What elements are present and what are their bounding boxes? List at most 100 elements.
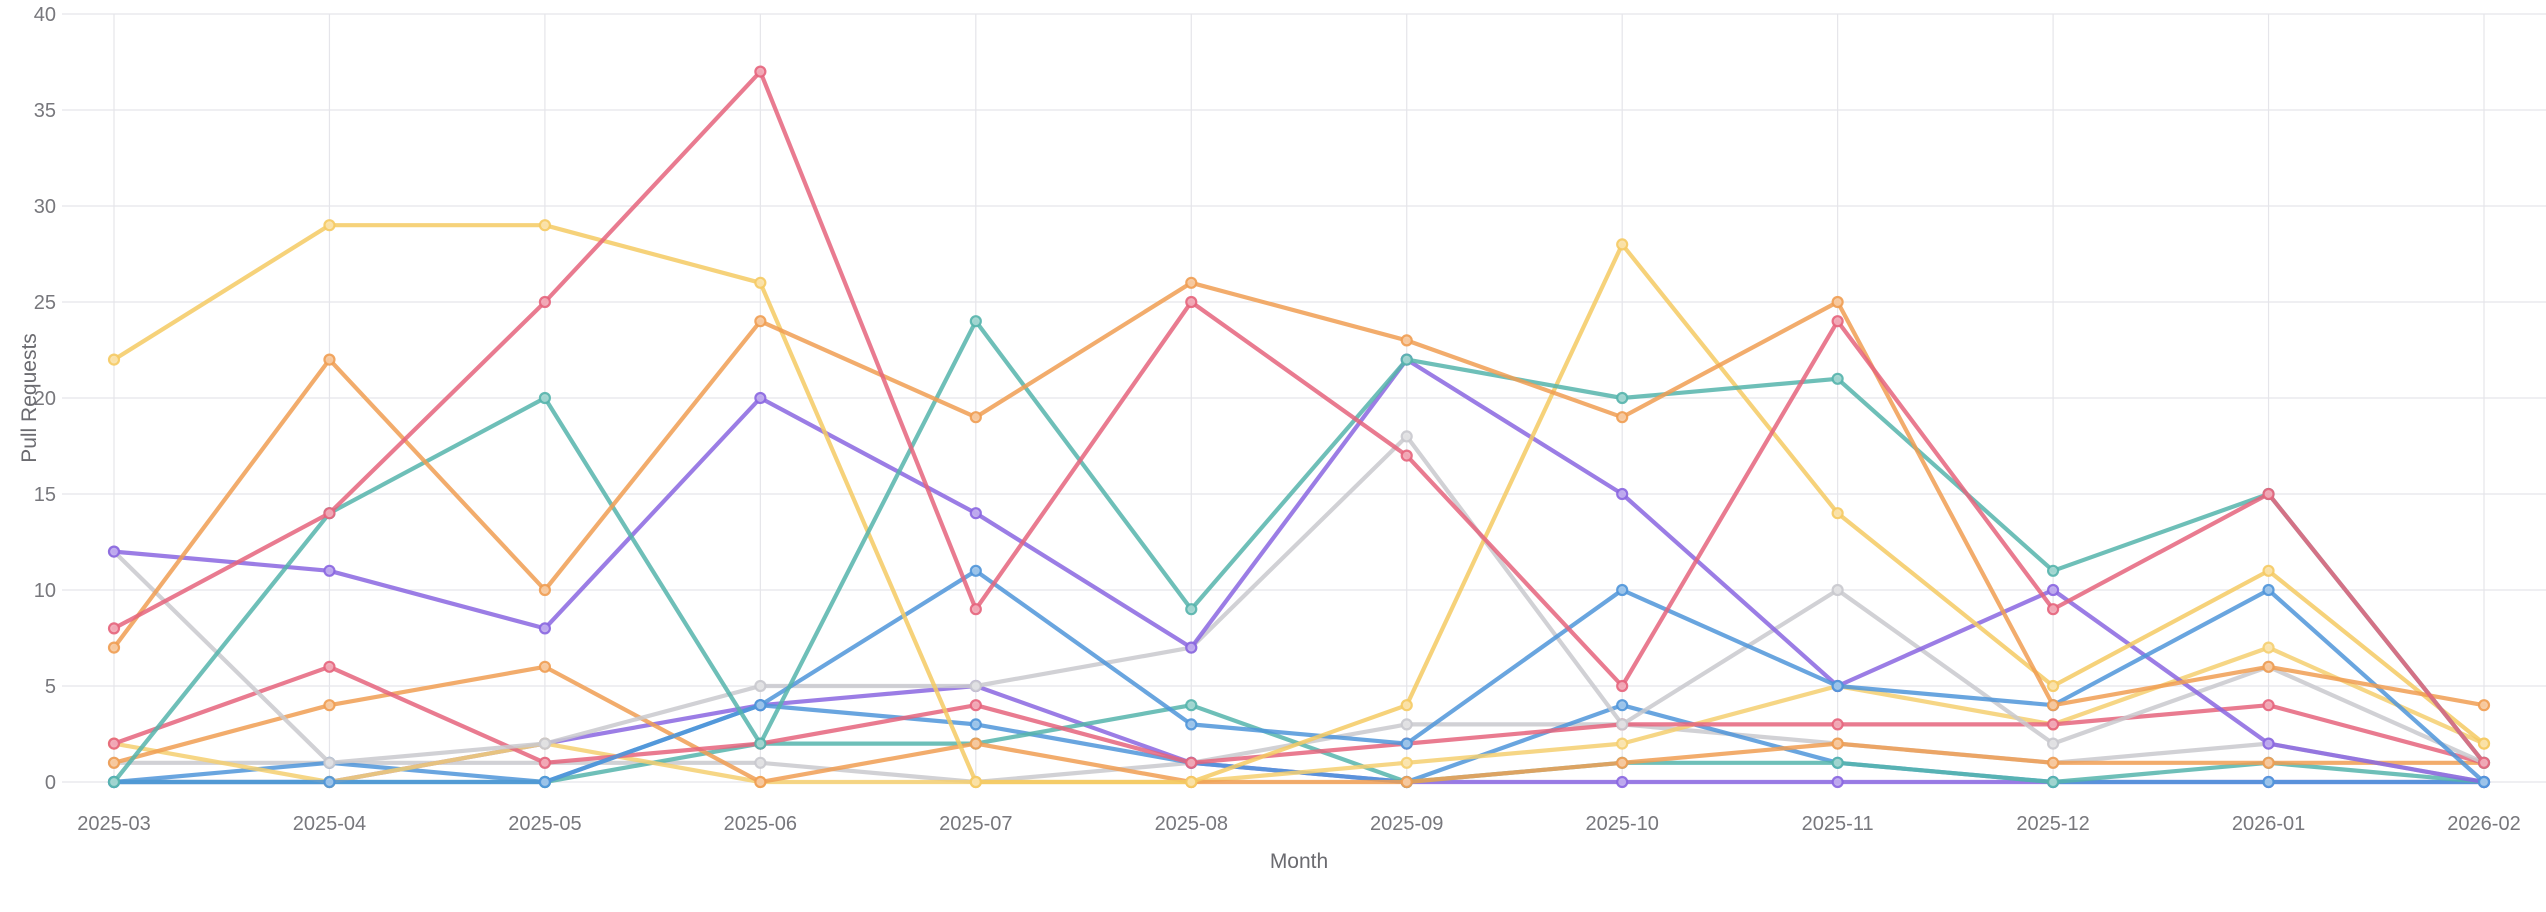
data-point[interactable]: [1831, 315, 1844, 328]
data-point[interactable]: [107, 353, 121, 366]
data-point[interactable]: [1831, 737, 1844, 750]
data-point[interactable]: [754, 679, 767, 693]
data-point[interactable]: [1616, 583, 1629, 597]
series-line[interactable]: [111, 280, 2487, 708]
data-point[interactable]: [323, 219, 336, 232]
data-point[interactable]: [754, 737, 767, 750]
data-point[interactable]: [1616, 679, 1629, 693]
data-point[interactable]: [2477, 756, 2491, 769]
data-point[interactable]: [1831, 507, 1844, 520]
data-point[interactable]: [1616, 737, 1629, 750]
data-point[interactable]: [2046, 756, 2060, 769]
data-point[interactable]: [2262, 775, 2275, 789]
data-point[interactable]: [1400, 756, 1413, 769]
data-point[interactable]: [754, 65, 767, 78]
data-point[interactable]: [1400, 718, 1413, 731]
data-point[interactable]: [754, 276, 767, 289]
data-point[interactable]: [2262, 737, 2275, 750]
data-point[interactable]: [107, 737, 121, 750]
data-point[interactable]: [969, 699, 982, 712]
data-point[interactable]: [754, 699, 767, 712]
data-point[interactable]: [1185, 276, 1198, 289]
data-point[interactable]: [538, 391, 552, 405]
data-point[interactable]: [1185, 718, 1198, 731]
data-point[interactable]: [107, 545, 121, 558]
data-point[interactable]: [2262, 583, 2275, 597]
data-point[interactable]: [538, 583, 552, 597]
data-point[interactable]: [538, 756, 552, 769]
data-point[interactable]: [754, 775, 767, 789]
data-point[interactable]: [107, 622, 121, 635]
data-point[interactable]: [754, 756, 767, 769]
data-point[interactable]: [1400, 699, 1413, 712]
data-point[interactable]: [1616, 391, 1629, 405]
data-point[interactable]: [1400, 737, 1413, 750]
data-point[interactable]: [969, 564, 982, 577]
data-point[interactable]: [538, 660, 552, 673]
data-point[interactable]: [1616, 411, 1629, 424]
series-line[interactable]: [111, 357, 2487, 785]
data-point[interactable]: [538, 775, 552, 789]
data-point[interactable]: [2046, 603, 2060, 616]
data-point[interactable]: [2046, 583, 2060, 597]
data-point[interactable]: [1831, 679, 1844, 693]
data-point[interactable]: [2046, 699, 2060, 712]
data-point[interactable]: [1831, 775, 1844, 789]
data-point[interactable]: [2046, 775, 2060, 789]
data-point[interactable]: [969, 603, 982, 616]
data-point[interactable]: [1831, 372, 1844, 385]
data-point[interactable]: [754, 315, 767, 328]
data-point[interactable]: [2262, 660, 2275, 673]
data-point[interactable]: [323, 353, 336, 366]
data-point[interactable]: [107, 775, 121, 789]
series-line[interactable]: [111, 568, 2487, 785]
series-line[interactable]: [111, 223, 2487, 785]
data-point[interactable]: [323, 699, 336, 712]
data-point[interactable]: [1831, 718, 1844, 731]
data-point[interactable]: [969, 737, 982, 750]
data-point[interactable]: [1831, 295, 1844, 309]
data-point[interactable]: [754, 391, 767, 405]
data-point[interactable]: [1616, 756, 1629, 769]
data-point[interactable]: [107, 641, 121, 654]
data-point[interactable]: [1616, 238, 1629, 251]
data-point[interactable]: [1400, 449, 1413, 462]
data-point[interactable]: [969, 411, 982, 424]
data-point[interactable]: [323, 775, 336, 789]
series-line[interactable]: [111, 645, 2487, 785]
data-point[interactable]: [1616, 699, 1629, 712]
data-point[interactable]: [1616, 487, 1629, 501]
data-point[interactable]: [538, 622, 552, 635]
data-point[interactable]: [538, 295, 552, 309]
data-point[interactable]: [323, 756, 336, 769]
data-point[interactable]: [969, 718, 982, 731]
data-point[interactable]: [969, 679, 982, 693]
data-point[interactable]: [2262, 699, 2275, 712]
data-point[interactable]: [323, 564, 336, 577]
data-point[interactable]: [538, 737, 552, 750]
data-point[interactable]: [1185, 603, 1198, 616]
data-point[interactable]: [1185, 756, 1198, 769]
data-point[interactable]: [2477, 737, 2491, 750]
data-point[interactable]: [323, 660, 336, 673]
data-point[interactable]: [2262, 487, 2275, 501]
data-point[interactable]: [323, 507, 336, 520]
data-point[interactable]: [1616, 718, 1629, 731]
data-point[interactable]: [2046, 718, 2060, 731]
data-point[interactable]: [2477, 699, 2491, 712]
data-point[interactable]: [107, 756, 121, 769]
data-point[interactable]: [1185, 699, 1198, 712]
series-line[interactable]: [111, 319, 2487, 785]
data-point[interactable]: [1185, 775, 1198, 789]
data-point[interactable]: [1400, 353, 1413, 366]
data-point[interactable]: [2046, 679, 2060, 693]
data-point[interactable]: [2477, 775, 2491, 789]
data-point[interactable]: [2262, 564, 2275, 577]
data-point[interactable]: [1400, 334, 1413, 347]
data-point[interactable]: [2262, 641, 2275, 654]
data-point[interactable]: [2046, 737, 2060, 750]
data-point[interactable]: [1616, 775, 1629, 789]
data-point[interactable]: [1831, 756, 1844, 769]
data-point[interactable]: [2262, 756, 2275, 769]
data-point[interactable]: [1185, 641, 1198, 654]
